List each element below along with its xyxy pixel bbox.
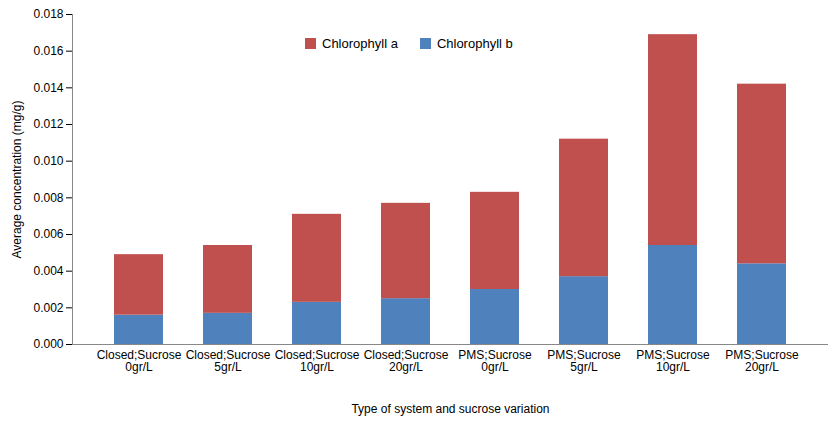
svg-text:PMS;Sucrose5gr/L: PMS;Sucrose5gr/L [547,348,621,374]
html-text:Chlorophyll a: Chlorophyll a [322,36,398,51]
svg-text:0.018: 0.018 [33,7,63,21]
svg-text:PMS;Sucrose0gr/L: PMS;Sucrose0gr/L [458,348,532,374]
svg-text:Average concentration (mg/g): Average concentration (mg/g) [10,101,24,259]
svg-text:0.002: 0.002 [33,301,63,315]
svg-text:Closed;Sucrose10gr/L: Closed;Sucrose10gr/L [275,348,360,374]
svg-text:0.000: 0.000 [33,337,63,351]
svg-text:Closed;Sucrose20gr/L: Closed;Sucrose20gr/L [364,348,449,374]
svg-text:0.006: 0.006 [33,227,63,241]
svg-text:Closed;Sucrose5gr/L: Closed;Sucrose5gr/L [186,348,271,374]
svg-text:0.014: 0.014 [33,81,63,95]
svg-text:Closed;Sucrose0gr/L: Closed;Sucrose0gr/L [97,348,182,374]
svg-text:0.010: 0.010 [33,154,63,168]
svg-text:0.012: 0.012 [33,117,63,131]
svg-text:PMS;Sucrose20gr/L: PMS;Sucrose20gr/L [725,348,799,374]
svg-text:0.016: 0.016 [33,44,63,58]
svg-text:0.004: 0.004 [33,264,63,278]
svg-text:0.008: 0.008 [33,191,63,205]
html-text:Chlorophyll b: Chlorophyll b [436,36,513,51]
svg-text:Type of system and sucrose var: Type of system and sucrose variation [351,402,549,416]
svg-text:PMS;Sucrose10gr/L: PMS;Sucrose10gr/L [636,348,710,374]
